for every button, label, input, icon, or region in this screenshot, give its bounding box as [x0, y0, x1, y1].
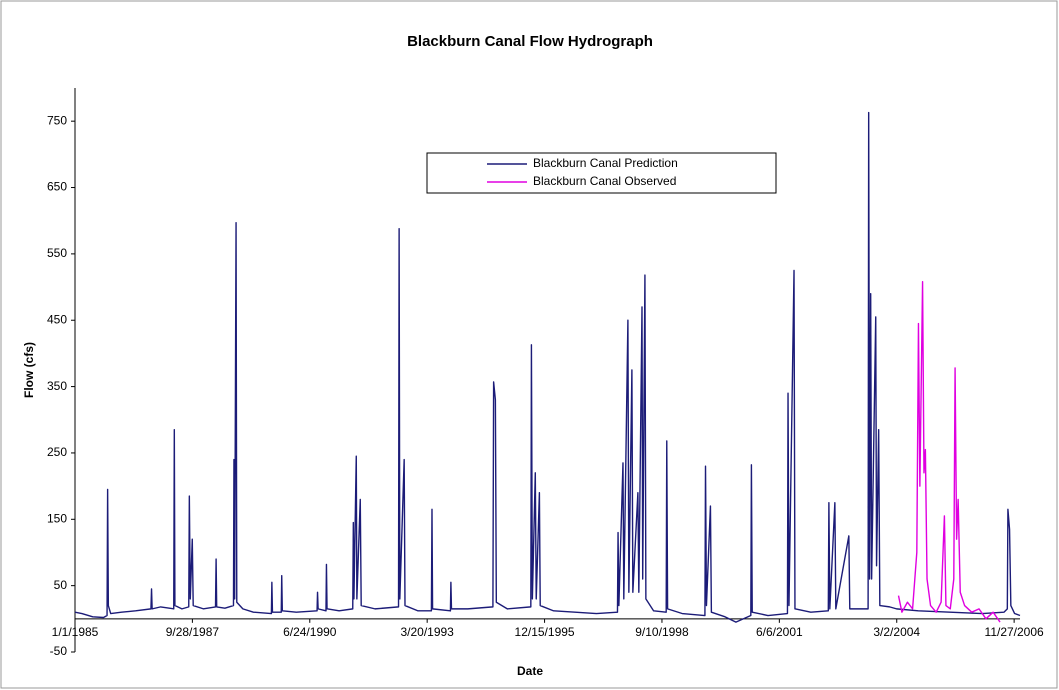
- x-tick-label: 1/1/1985: [52, 625, 99, 639]
- series-line: [74, 111, 1021, 623]
- y-tick-label: 750: [47, 113, 67, 127]
- legend-label: Blackburn Canal Observed: [533, 174, 676, 188]
- y-axis-title: Flow (cfs): [22, 342, 36, 398]
- y-tick-label: 550: [47, 246, 67, 260]
- x-tick-label: 6/24/1990: [283, 625, 337, 639]
- chart-title: Blackburn Canal Flow Hydrograph: [407, 33, 653, 50]
- legend-box: [426, 152, 777, 194]
- y-tick-label: 150: [47, 511, 67, 525]
- x-axis-title: Date: [517, 664, 543, 678]
- x-tick-label: 9/10/1998: [635, 625, 689, 639]
- series-line: [897, 281, 1001, 623]
- y-tick-label: 50: [54, 578, 68, 592]
- x-tick-label: 3/20/1993: [400, 625, 454, 639]
- x-tick-label: 3/2/2004: [873, 625, 920, 639]
- y-tick-label: 650: [47, 180, 67, 194]
- y-tick-label: 250: [47, 445, 67, 459]
- y-tick-label: 350: [47, 379, 67, 393]
- x-tick-label: 11/27/2006: [985, 625, 1044, 639]
- legend-label: Blackburn Canal Prediction: [533, 156, 678, 170]
- legend: Blackburn Canal Prediction Blackburn Cana…: [426, 152, 777, 194]
- x-tick-label: 6/6/2001: [756, 625, 803, 639]
- x-tick-label: 9/28/1987: [166, 625, 220, 639]
- x-tick-label: 12/15/1995: [515, 625, 575, 639]
- y-tick-label: 450: [47, 312, 67, 326]
- y-tick-label: -50: [50, 644, 68, 658]
